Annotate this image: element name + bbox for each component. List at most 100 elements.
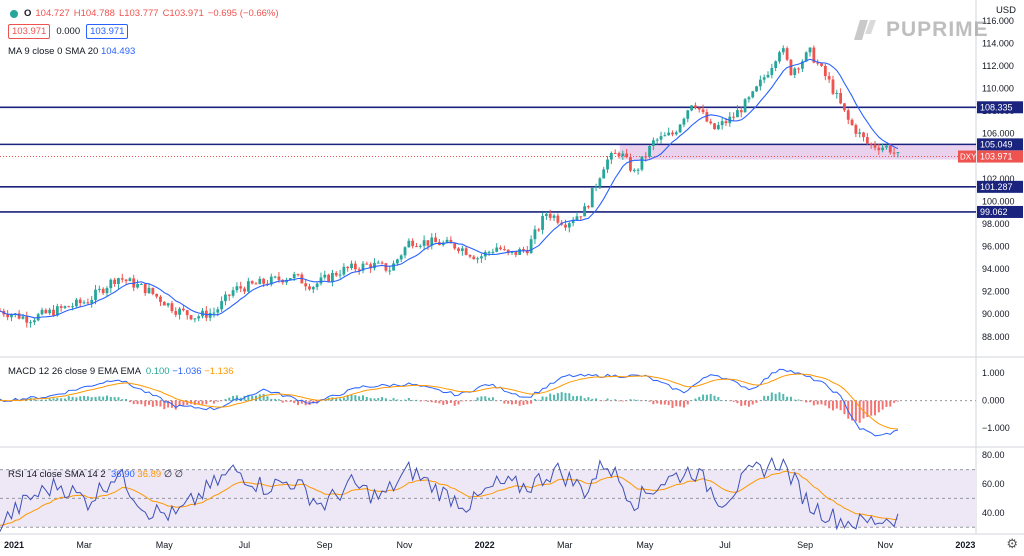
macd-histogram-bar xyxy=(805,400,808,403)
candle-body xyxy=(472,256,476,260)
candle xyxy=(609,151,613,165)
candle xyxy=(243,286,246,294)
candle xyxy=(273,275,277,279)
macd-legend[interactable]: MACD 12 26 close 9 EMA EMA 0.100 −1.036 … xyxy=(8,366,234,377)
macd-histogram-bar xyxy=(102,396,105,401)
macd-histogram-bar xyxy=(858,400,861,423)
candle xyxy=(178,306,181,320)
rsi-legend[interactable]: RSI 14 close SMA 14 2 36.90 36.89 ∅ ∅ xyxy=(8,469,183,480)
candle xyxy=(453,242,457,251)
candle-body xyxy=(449,239,453,244)
candle-body xyxy=(136,284,139,288)
candle-body xyxy=(166,303,170,306)
buy-button[interactable]: 103.971 xyxy=(86,24,129,39)
macd-histogram-bar xyxy=(747,400,750,407)
candle xyxy=(29,319,32,328)
candle xyxy=(399,254,403,263)
candle xyxy=(499,245,502,251)
candle-body xyxy=(476,258,480,260)
candle-body xyxy=(705,112,709,122)
macd-histogram-bar xyxy=(866,400,869,418)
level-price-label: 105.049 xyxy=(980,139,1013,149)
candle-body xyxy=(667,132,671,136)
candle-body xyxy=(682,118,686,125)
macd-histogram-bar xyxy=(247,395,250,401)
candle-body xyxy=(338,274,342,276)
ma-legend-label: MA 9 close 0 SMA 20 xyxy=(8,46,99,57)
macd-histogram-bar xyxy=(740,400,743,407)
candle xyxy=(342,263,346,276)
candle-body xyxy=(422,240,426,246)
currency-label[interactable]: USD xyxy=(995,5,1016,16)
macd-histogram-bar xyxy=(151,400,154,407)
candle-body xyxy=(541,215,544,230)
candle-body xyxy=(327,274,331,282)
candle-body xyxy=(751,91,755,98)
candle xyxy=(629,153,632,173)
ma-line xyxy=(0,58,899,319)
candle-body xyxy=(804,52,808,62)
rsi-legend-label: RSI 14 close SMA 14 2 xyxy=(8,469,106,480)
candle-body xyxy=(533,229,537,240)
candle xyxy=(109,278,113,293)
candle xyxy=(651,137,655,151)
candle xyxy=(430,233,434,250)
macd-histogram-bar xyxy=(828,400,831,409)
candle-body xyxy=(147,287,151,294)
candle xyxy=(25,311,29,328)
sell-button[interactable]: 103.971 xyxy=(8,24,51,39)
macd-histogram-bar xyxy=(774,393,777,401)
candle-body xyxy=(197,316,201,319)
candle xyxy=(751,90,755,99)
macd-histogram-bar xyxy=(491,397,494,401)
candle-body xyxy=(323,274,327,278)
candle xyxy=(533,225,537,244)
price-tick-label: 106.000 xyxy=(982,129,1015,139)
candle-body xyxy=(885,145,888,148)
candle-body xyxy=(155,293,159,297)
time-tick-label: Jul xyxy=(719,540,731,550)
candle-body xyxy=(411,240,415,247)
macd-histogram-bar xyxy=(560,392,563,401)
macd-histogram-bar xyxy=(369,398,372,401)
candle-body xyxy=(346,266,350,269)
candle xyxy=(514,251,518,258)
candle-body xyxy=(583,206,587,217)
macd-histogram-bar xyxy=(243,395,246,401)
candle-body xyxy=(701,109,705,113)
macd-histogram-bar xyxy=(128,400,131,403)
macd-histogram-bar xyxy=(782,393,785,401)
macd-histogram-bar xyxy=(625,400,628,402)
candle-body xyxy=(380,262,384,264)
macd-histogram-bar xyxy=(873,400,876,416)
macd-histogram-bar xyxy=(109,396,112,401)
candle xyxy=(78,297,82,308)
macd-histogram-bar xyxy=(656,400,659,404)
macd-histogram-bar xyxy=(583,398,586,401)
macd-histogram-bar xyxy=(640,400,643,402)
macd-histogram-bar xyxy=(530,400,533,404)
level-price-tag xyxy=(977,138,1023,151)
candle-body xyxy=(846,110,850,120)
candle xyxy=(678,123,682,133)
candle-body xyxy=(78,299,82,304)
rsi-tick-label: 80.00 xyxy=(982,450,1005,460)
candle-body xyxy=(193,318,197,320)
macd-histogram-bar xyxy=(484,396,487,401)
candle xyxy=(579,216,583,221)
ohlc-high: H104.788 xyxy=(73,8,115,19)
time-tick-label: Mar xyxy=(557,540,573,550)
candle xyxy=(716,121,720,131)
macd-histogram-bar xyxy=(786,396,789,401)
macd-histogram-bar xyxy=(453,400,456,406)
macd-histogram-bar xyxy=(564,392,567,401)
macd-signal-value: −1.136 xyxy=(204,366,234,377)
ma-legend[interactable]: MA 9 close 0 SMA 20 104.493 xyxy=(8,46,135,57)
candle xyxy=(319,272,323,286)
candle xyxy=(97,285,101,293)
rsi-lower-band-value: ∅ xyxy=(174,469,184,480)
candle-body xyxy=(778,52,781,62)
settings-gear-icon[interactable]: ⚙ xyxy=(1006,536,1018,551)
macd-histogram-bar xyxy=(400,400,403,401)
